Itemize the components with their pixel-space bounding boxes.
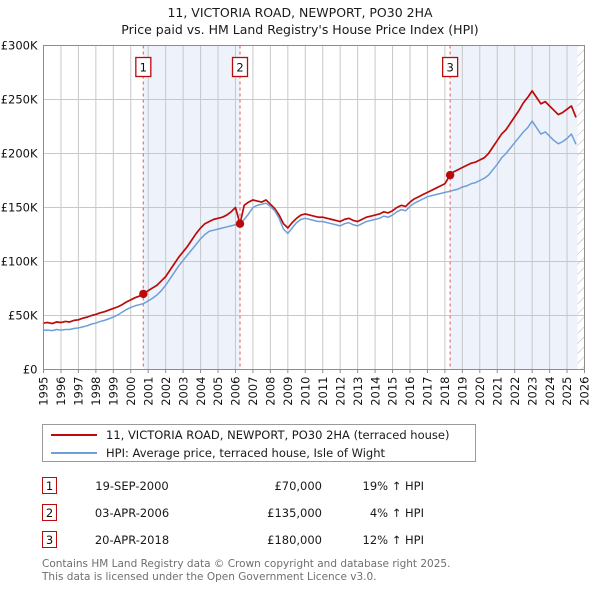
x-axis-label-1996: 1996 [54,377,68,406]
y-axis-label-£200K: £200K [1,147,38,161]
x-axis-label-1995: 1995 [37,377,51,406]
x-axis-label-1999: 1999 [107,377,121,406]
sale-marker-badge-label-1: 1 [140,61,147,75]
sale-date-1: 19-SEP-2000 [95,478,169,493]
hpi-line-chart: £0 £50K £100K £150K £200K £250K £300K 1995 1996 1… [1,39,592,406]
x-axis-label-2009: 2009 [281,377,295,406]
x-axis-label-2018: 2018 [438,377,452,406]
x-axis-label-2010: 2010 [298,377,312,406]
x-axis-label-2005: 2005 [211,377,225,406]
y-axis-label-£300K: £300K [1,39,38,53]
table-row: 1 19-SEP-2000 £70,000 19% ↑ HPI [42,472,482,499]
x-axis-label-2013: 2013 [351,377,365,406]
x-axis-label-2024: 2024 [543,377,557,406]
footer-line-licence: This data is licensed under the Open Gov… [42,570,377,583]
footer-attribution: Contains HM Land Registry data © Crown c… [42,558,562,583]
legend-swatch-price-paid [51,434,97,436]
x-axis-label-2015: 2015 [386,377,400,406]
sale-marker-badge-1 [135,56,152,78]
y-axis-label-£150K: £150K [1,201,38,215]
x-axis-label-2000: 2000 [124,377,138,406]
sale-badge-3: 3 [42,531,57,548]
sale-price-2: £135,000 [267,505,322,520]
series-line-hpi [42,120,577,332]
x-axis-label-2020: 2020 [473,377,487,406]
x-axis-label-2019: 2019 [456,377,470,406]
sale-marker-badge-label-2: 2 [236,61,243,75]
chart-title-block: 11, VICTORIA ROAD, NEWPORT, PO30 2HA Pri… [0,4,600,38]
sale-point-1 [139,289,148,299]
x-axis-label-2006: 2006 [229,377,243,406]
legend-item-price-paid: 11, VICTORIA ROAD, NEWPORT, PO30 2HA (te… [51,426,475,444]
sales-history-table: 1 19-SEP-2000 £70,000 19% ↑ HPI 2 03-APR… [42,472,482,553]
sale-delta-2: 4% ↑ HPI [369,505,424,520]
sale-delta-1: 19% ↑ HPI [362,478,424,493]
sale-badge-2: 2 [42,504,57,521]
y-axis-label-£50K: £50K [8,309,38,323]
x-axis-label-2001: 2001 [141,377,155,406]
table-row: 2 03-APR-2006 £135,000 4% ↑ HPI [42,499,482,526]
x-axis-label-1997: 1997 [72,377,86,406]
x-axis-label-2023: 2023 [525,377,539,406]
x-axis-label-2017: 2017 [421,377,435,406]
sale-delta-3: 12% ↑ HPI [362,532,424,547]
sale-point-3 [445,170,455,180]
sale-date-3: 20-APR-2018 [94,532,170,547]
x-axis-label-2025: 2025 [560,377,574,406]
x-axis-label-2002: 2002 [159,377,173,406]
chart-container: £0 £50K £100K £150K £200K £250K £300K 1995 1996 1… [1,39,592,406]
legend-label-price-paid: 11, VICTORIA ROAD, NEWPORT, PO30 2HA (te… [106,428,450,442]
x-axis-label-2026: 2026 [578,377,592,406]
sale-marker-badge-3 [441,56,459,78]
x-axis-label-2022: 2022 [508,377,522,406]
sale-badge-1: 1 [42,477,57,494]
x-axis-label-2016: 2016 [403,377,417,406]
legend-swatch-hpi [51,452,97,454]
x-axis-label-2007: 2007 [246,377,260,406]
sale-price-1: £70,000 [274,478,322,493]
series-line-price-paid [42,90,577,325]
chart-legend: 11, VICTORIA ROAD, NEWPORT, PO30 2HA (te… [42,424,476,462]
x-axis-label-1998: 1998 [89,377,103,406]
footer-line-copyright: Contains HM Land Registry data © Crown c… [42,558,451,570]
x-axis-label-2011: 2011 [316,377,330,406]
y-axis-label-£100K: £100K [1,255,38,269]
page-title: 11, VICTORIA ROAD, NEWPORT, PO30 2HA [167,5,433,20]
y-axis-label-£0: £0 [23,363,38,377]
x-axis-label-2004: 2004 [194,377,208,406]
plot-frame [43,45,585,370]
legend-label-hpi: HPI: Average price, terraced house, Isle… [106,446,386,460]
x-axis-label-2008: 2008 [264,377,278,406]
x-axis-label-2003: 2003 [176,377,190,406]
sale-marker-badge-2 [231,56,249,78]
y-axis-label-£250K: £250K [1,93,38,107]
sale-date-2: 03-APR-2006 [94,505,170,520]
sale-point-2 [235,219,245,228]
x-axis-label-2014: 2014 [368,377,382,406]
legend-item-hpi: HPI: Average price, terraced house, Isle… [51,444,475,462]
x-axis-label-2021: 2021 [490,376,504,405]
sale-price-3: £180,000 [267,532,322,547]
x-axis-label-2012: 2012 [333,377,347,406]
table-row: 3 20-APR-2018 £180,000 12% ↑ HPI [42,526,482,553]
page-subtitle: Price paid vs. HM Land Registry's House … [121,22,479,37]
sale-marker-badge-label-3: 3 [446,61,453,75]
